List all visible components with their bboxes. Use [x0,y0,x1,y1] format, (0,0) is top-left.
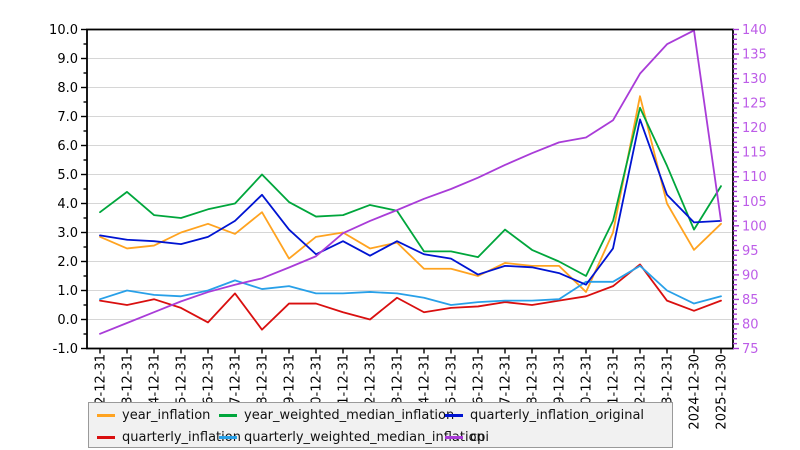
legend-swatch-quarterly_weighted_median_inflation [219,435,237,439]
legend-item-quarterly_inflation_original: quarterly_inflation_original [445,409,672,422]
right-axis-tick-label: 140 [742,23,767,38]
left-axis-tick-label: 9.0 [57,52,78,67]
x-axis-tick-label: 4-12-31 [148,354,163,405]
left-axis-tick-label: 6.0 [57,139,78,154]
right-axis-tick-label: 85 [742,293,759,308]
x-axis-tick-label: 5-12-31 [175,354,190,405]
x-axis-tick-label: 5-12-31 [445,354,460,405]
legend-label: year_weighted_median_inflation [244,407,455,423]
left-axis-tick-label: 2.0 [57,255,78,270]
x-axis-tick-label: 8-12-31 [256,354,271,405]
legend-item-year_weighted_median_inflation: year_weighted_median_inflation [219,409,454,422]
x-axis-tick-label: 7-12-31 [499,354,514,405]
right-axis-tick-label: 75 [742,342,759,357]
left-axis-tick-label: -1.0 [53,342,78,357]
x-axis-tick-label: 3-12-31 [661,354,676,405]
legend-label: cpi [470,429,490,445]
x-axis-tick-label: 6-12-31 [472,354,487,405]
right-axis-tick-label: 95 [742,244,759,259]
x-axis-tick-label: 0-12-31 [310,354,325,405]
x-axis-tick-label: 0-12-31 [580,354,595,405]
x-axis-tick-label: 2-12-31 [364,354,379,405]
legend-label: quarterly_inflation [122,429,241,445]
x-axis-tick-label: 8-12-31 [526,354,541,405]
series-line-quarterly_weighted_median_inflation [99,264,722,306]
legend-swatch-quarterly_inflation [97,435,115,439]
legend-swatch-cpi [445,435,463,439]
x-axis-tick-label: 7-12-31 [229,354,244,405]
right-axis-tick-label: 110 [742,170,767,185]
series-line-year_weighted_median_inflation [99,106,722,277]
right-axis-tick-label: 100 [742,219,767,234]
x-axis-tick-label: 1-12-31 [337,354,352,405]
legend-item-quarterly_inflation: quarterly_inflation [97,431,241,444]
right-axis-tick-label: 120 [742,121,767,136]
right-axis-tick-label: 135 [742,48,767,63]
legend-item-cpi: cpi [445,431,672,444]
left-axis-tick-label: 4.0 [57,197,78,212]
x-axis-tick-label: 2-12-31 [94,354,109,405]
x-axis-tick-label: 2025-12-30 [715,354,730,430]
left-axis-tick-label: 1.0 [57,284,78,299]
legend-label: quarterly_inflation_original [470,407,645,423]
legend-item-quarterly_weighted_median_inflation: quarterly_weighted_median_inflation [219,431,485,444]
left-axis-tick-label: 8.0 [57,81,78,96]
x-axis-tick-label: 3-12-31 [391,354,406,405]
right-axis-tick-label: 90 [742,268,759,283]
left-axis-tick-label: 3.0 [57,226,78,241]
x-axis-tick-label: 9-12-31 [283,354,298,405]
left-axis-tick-label: 10.0 [49,23,78,38]
legend: year_inflation year_weighted_median_infla… [88,402,673,448]
x-axis-tick-label: 3-12-31 [121,354,136,405]
legend-swatch-year_inflation [97,413,115,417]
legend-swatch-quarterly_inflation_original [445,413,463,417]
legend-label: year_inflation [122,407,211,423]
x-axis-tick-label: 9-12-31 [553,354,568,405]
x-axis-tick-label: 1-12-31 [607,354,622,405]
right-axis-tick-label: 80 [742,317,759,332]
left-axis-tick-label: 0.0 [57,313,78,328]
left-axis-tick-label: 5.0 [57,168,78,183]
series-line-quarterly_inflation [99,263,722,331]
x-axis-tick-label: 2024-12-30 [688,354,703,430]
right-axis-tick-label: 130 [742,72,767,87]
legend-item-year_inflation: year_inflation [97,409,219,422]
legend-label: quarterly_weighted_median_inflation [244,429,485,445]
series-line-cpi [99,29,722,335]
x-axis-tick-label: 2-12-31 [634,354,649,405]
series-line-year_inflation [99,95,722,293]
right-axis-tick-label: 105 [742,195,767,210]
legend-swatch-year_weighted_median_inflation [219,413,237,417]
x-axis-tick-label: 6-12-31 [202,354,217,405]
x-axis-tick-label: 4-12-31 [418,354,433,405]
right-axis-tick-label: 125 [742,97,767,112]
series-line-quarterly_inflation_original [99,118,722,286]
left-axis-tick-label: 7.0 [57,110,78,125]
right-axis-tick-label: 115 [742,146,767,161]
